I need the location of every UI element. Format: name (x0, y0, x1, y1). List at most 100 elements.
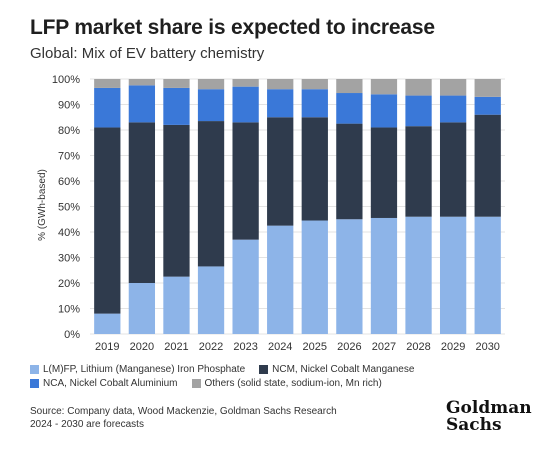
bar-segment-ncm-2023 (232, 122, 259, 240)
footer: Source: Company data, Wood Mackenzie, Go… (30, 405, 337, 431)
y-axis-label: % (GWh-based) (37, 169, 48, 241)
legend-row-2: NCA, Nickel Cobalt Aluminium Others (sol… (30, 376, 428, 390)
logo-line-1: Goldman (446, 398, 532, 418)
x-tick-label: 2030 (475, 341, 499, 353)
y-tick-label: 60% (58, 176, 80, 188)
legend-swatch-others (191, 378, 201, 388)
bar-segment-others-2026 (336, 79, 363, 94)
bar-segment-ncm-2022 (197, 121, 225, 267)
bar-segment-others-2021 (163, 79, 190, 88)
bar-segment-others-2024 (267, 79, 294, 90)
bar-segment-nca-2025 (301, 89, 328, 118)
bar-segment-ncm-2028 (405, 126, 432, 217)
bar-segment-ncm-2020 (128, 122, 156, 283)
y-tick-label: 0% (64, 329, 80, 341)
bar-segment-lfp-2024 (267, 225, 294, 334)
y-tick-label: 40% (58, 227, 80, 239)
x-tick-label: 2027 (372, 341, 396, 353)
x-tick-label: 2020 (130, 341, 154, 353)
bar-segment-others-2020 (128, 79, 156, 86)
legend-item-ncm: NCM, Nickel Cobalt Manganese (259, 364, 414, 375)
bar-segment-ncm-2025 (301, 117, 328, 221)
bar-segment-ncm-2026 (336, 123, 363, 220)
x-tick-label: 2028 (406, 341, 430, 353)
bar-segment-nca-2024 (267, 89, 294, 118)
bar-segment-lfp-2019 (94, 313, 121, 334)
legend-row-1: L(M)FP, Lithium (Manganese) Iron Phospha… (30, 362, 428, 376)
bar-segment-others-2019 (94, 79, 121, 88)
bar-segment-ncm-2029 (439, 122, 467, 217)
y-tick-labels: 0% 10% 20% 30% 40% 50% 60% 70% 80% 90% 100% (52, 74, 80, 341)
bar-segment-ncm-2027 (370, 127, 398, 218)
x-tick-label: 2021 (164, 341, 188, 353)
bar-segment-ncm-2019 (94, 127, 121, 314)
bar-segment-nca-2021 (163, 87, 190, 125)
bar-segment-lfp-2027 (370, 217, 398, 334)
y-tick-label: 10% (58, 304, 80, 316)
y-tick-label: 80% (58, 125, 80, 137)
x-tick-label: 2026 (337, 341, 361, 353)
bar-segment-lfp-2021 (163, 276, 190, 334)
legend-label-lfp: L(M)FP, Lithium (Manganese) Iron Phospha… (43, 363, 246, 375)
y-tick-label: 50% (58, 202, 80, 214)
bar-segment-others-2027 (370, 79, 398, 95)
bar-segment-nca-2022 (197, 89, 225, 122)
y-tick-label: 90% (58, 100, 80, 112)
bar-segment-nca-2029 (439, 95, 467, 123)
bar-segment-nca-2028 (405, 95, 432, 127)
x-tick-label: 2024 (268, 341, 292, 353)
bar-segment-lfp-2022 (197, 266, 225, 334)
legend-swatch-lfp (30, 364, 39, 374)
y-tick-label: 100% (52, 74, 80, 86)
legend-swatch-nca (30, 378, 39, 388)
legend-label-nca: NCA, Nickel Cobalt Aluminium (43, 377, 178, 389)
bar-segment-ncm-2030 (474, 114, 501, 217)
bar-segment-nca-2019 (94, 87, 121, 128)
bar-segment-lfp-2028 (405, 216, 432, 334)
bar-segment-others-2022 (197, 79, 225, 90)
legend-item-lfp: L(M)FP, Lithium (Manganese) Iron Phospha… (30, 364, 245, 375)
bar-segment-lfp-2020 (128, 283, 156, 334)
bar-segment-others-2028 (405, 79, 432, 96)
x-tick-labels: 2019 2020 2021 2022 2023 2024 2025 2026 2027 2028… (95, 341, 500, 353)
bar-segment-ncm-2024 (267, 117, 294, 226)
bar-segment-ncm-2021 (163, 124, 190, 277)
bar-segment-others-2025 (301, 79, 328, 90)
chart-title: LFP market share is expected to increase (30, 16, 435, 39)
bar-segment-nca-2020 (128, 85, 156, 123)
source-note: Source: Company data, Wood Mackenzie, Go… (30, 406, 337, 417)
x-tick-label: 2023 (233, 341, 257, 353)
x-tick-label: 2019 (95, 341, 119, 353)
y-tick-label: 70% (58, 151, 80, 163)
grid-layer (90, 78, 505, 335)
bar-segment-nca-2030 (474, 96, 501, 115)
stacked-bar-chart: 0%10%20%30%40%50%60%70%80%90%100% 2019 20… (37, 74, 505, 353)
bar-segment-lfp-2030 (474, 216, 501, 334)
legend-label-ncm: NCM, Nickel Cobalt Manganese (272, 363, 415, 375)
x-tick-label: 2025 (303, 341, 327, 353)
bar-segment-nca-2027 (370, 94, 398, 128)
bar-segment-nca-2026 (336, 93, 363, 124)
legend-item-others: Others (solid state, sodium-ion, Mn rich… (191, 377, 382, 389)
y-tick-label: 20% (58, 278, 80, 290)
forecast-note: 2024 - 2030 are forecasts (30, 419, 144, 430)
bar-segment-lfp-2025 (301, 220, 328, 334)
bars-layer (94, 79, 501, 334)
chart-subtitle: Global: Mix of EV battery chemistry (30, 45, 265, 62)
legend: L(M)FP, Lithium (Manganese) Iron Phospha… (30, 362, 428, 390)
x-tick-label: 2029 (441, 341, 465, 353)
legend-item-nca: NCA, Nickel Cobalt Aluminium (30, 378, 178, 389)
bar-segment-lfp-2029 (439, 216, 467, 334)
legend-label-others: Others (solid state, sodium-ion, Mn rich… (204, 377, 382, 389)
bar-segment-lfp-2023 (232, 239, 259, 334)
legend-swatch-ncm (259, 364, 269, 374)
bar-segment-others-2029 (439, 79, 467, 96)
x-tick-label: 2022 (199, 341, 223, 353)
goldman-sachs-logo: Goldman Sachs (446, 400, 532, 434)
bar-segment-lfp-2026 (336, 219, 363, 334)
bar-segment-nca-2023 (232, 86, 259, 123)
y-tick-label: 30% (58, 253, 80, 265)
bar-segment-others-2030 (474, 79, 501, 97)
logo-line-2: Sachs (446, 415, 502, 435)
bar-segment-others-2023 (232, 79, 259, 87)
